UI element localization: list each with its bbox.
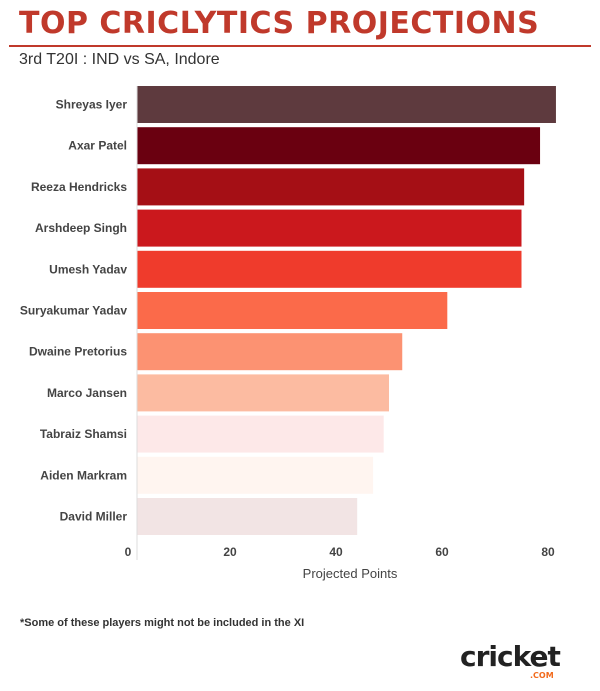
bar: [137, 127, 541, 165]
page-title: TOP CRICLYTICS PROJECTIONS: [19, 6, 540, 41]
cricket-com-logo: cricket .COM: [460, 640, 561, 680]
footnote: *Some of these players might not be incl…: [20, 617, 305, 629]
bar: [137, 333, 403, 371]
x-tick-label: 80: [541, 545, 555, 559]
logo-suffix: .COM: [530, 671, 554, 680]
category-label: Suryakumar Yadav: [20, 304, 128, 318]
category-label: Aiden Markram: [40, 468, 127, 482]
bar: [137, 168, 525, 206]
match-subtitle: 3rd T20I : IND vs SA, Indore: [19, 51, 220, 68]
category-label: Arshdeep Singh: [35, 221, 127, 235]
category-label: Umesh Yadav: [49, 262, 127, 276]
x-axis-label: Projected Points: [303, 566, 398, 581]
title-divider: [9, 45, 591, 47]
category-label: Marco Jansen: [47, 386, 127, 400]
category-label: David Miller: [60, 510, 128, 524]
bar: [137, 86, 556, 123]
bar-chart: Shreyas Iyer Axar Patel Reeza Hendricks Ars…: [20, 86, 556, 581]
bar: [137, 498, 358, 535]
bar: [137, 456, 374, 494]
x-tick-label: 60: [435, 545, 449, 559]
x-tick-label: 0: [125, 545, 132, 559]
bar: [137, 250, 522, 288]
bar: [137, 374, 389, 412]
bar: [137, 292, 448, 329]
category-label: Tabraiz Shamsi: [40, 427, 127, 441]
bar: [137, 415, 384, 453]
category-label: Dwaine Pretorius: [29, 345, 127, 359]
bar: [137, 209, 522, 247]
logo-text: cricket: [460, 640, 561, 673]
x-tick-label: 40: [329, 545, 343, 559]
x-tick-label: 20: [223, 545, 237, 559]
category-label: Axar Patel: [68, 139, 127, 153]
category-label: Shreyas Iyer: [56, 98, 128, 112]
category-label: Reeza Hendricks: [31, 180, 127, 194]
